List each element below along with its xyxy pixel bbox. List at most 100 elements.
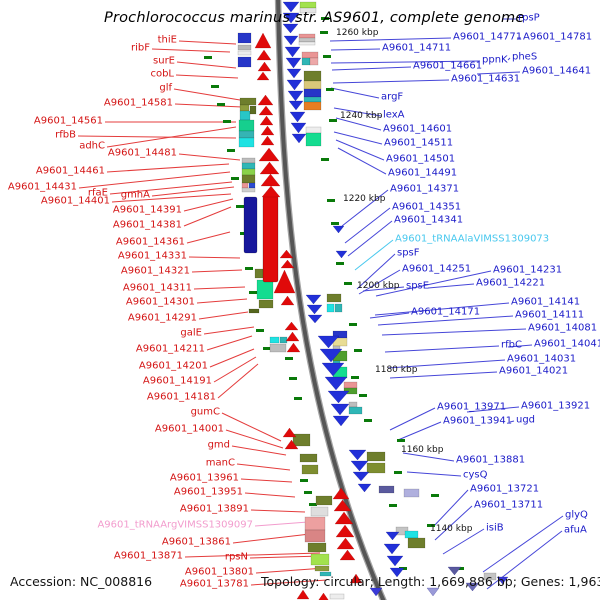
gene-arrow-up[interactable]	[284, 439, 299, 450]
gene-block[interactable]	[304, 529, 326, 543]
gene-label[interactable]: A9601_14221	[476, 277, 546, 289]
gene-label[interactable]: rfbB	[55, 129, 76, 141]
gene-arrow-down[interactable]	[282, 23, 299, 34]
gene-label[interactable]: A9601_14401	[40, 195, 110, 207]
gene-label[interactable]: A9601_14371	[390, 183, 460, 195]
gene-block[interactable]	[298, 41, 316, 46]
gene-label[interactable]: A9601_13861	[161, 536, 231, 548]
gene-block[interactable]	[299, 453, 318, 463]
gene-arrow-down[interactable]	[324, 376, 348, 391]
gene-label[interactable]: A9601_13951	[173, 486, 243, 498]
gene-label[interactable]: adhC	[79, 140, 105, 152]
gene-label[interactable]: A9601_14081	[528, 322, 598, 334]
gene-block[interactable]	[315, 495, 333, 506]
gene-label[interactable]: A9601_14311	[122, 282, 192, 294]
gene-block[interactable]	[334, 303, 343, 313]
gene-label[interactable]: A9601_14331	[117, 250, 187, 262]
gene-arrow-down[interactable]	[286, 68, 302, 79]
gene-label[interactable]: afuA	[564, 524, 587, 536]
gene-block[interactable]	[249, 105, 257, 115]
gene-arrow-up[interactable]	[259, 161, 280, 175]
gene-label[interactable]: A9601_13881	[456, 454, 526, 466]
gene-block[interactable]	[319, 571, 332, 577]
gene-label[interactable]: A9601_14341	[394, 214, 464, 226]
gene-arrow-down[interactable]	[317, 335, 340, 349]
gene-arrow-down[interactable]	[306, 304, 323, 315]
gene-arrow-down[interactable]	[282, 1, 300, 13]
gene-label[interactable]: A9601_14391	[112, 204, 182, 216]
gene-arrow-up[interactable]	[256, 49, 272, 61]
gene-label[interactable]: A9601_13961	[169, 472, 239, 484]
gene-block[interactable]	[326, 303, 335, 313]
gene-label[interactable]: A9601_14021	[499, 365, 569, 377]
gene-arrow-up[interactable]	[259, 115, 274, 126]
gene-label[interactable]: A9601_14181	[146, 391, 216, 403]
gene-block[interactable]	[309, 57, 319, 66]
gene-label[interactable]: A9601_13721	[470, 483, 540, 495]
gene-arrow-up[interactable]	[282, 427, 297, 438]
gene-arrow-up[interactable]	[339, 549, 356, 561]
gene-block[interactable]	[403, 488, 420, 498]
gene-label[interactable]: A9601_14481	[107, 147, 177, 159]
gene-label[interactable]: gmd	[207, 439, 230, 451]
gene-label[interactable]: A9601_14581	[103, 97, 173, 109]
gene-arrow-down[interactable]	[385, 531, 400, 541]
gene-label[interactable]: spsF	[397, 247, 420, 259]
gene-label[interactable]: A9601_13871	[113, 550, 183, 562]
gene-arrow-up[interactable]	[332, 487, 350, 500]
gene-block[interactable]	[366, 462, 386, 474]
gene-arrow-down[interactable]	[330, 403, 350, 416]
gene-arrow-down[interactable]	[335, 250, 348, 259]
gene-label[interactable]: A9601_13971	[437, 401, 507, 413]
gene-arrow-down[interactable]	[283, 35, 299, 46]
gene-label[interactable]: A9601_14711	[382, 42, 452, 54]
gene-block[interactable]	[258, 299, 274, 309]
gene-arrow-down[interactable]	[465, 582, 480, 592]
gene-arrow-down[interactable]	[321, 362, 345, 377]
gene-label[interactable]: A9601_14561	[33, 115, 103, 127]
gene-label[interactable]: A9601_14191	[142, 375, 212, 387]
gene-arrow-down[interactable]	[319, 348, 343, 363]
gene-arrow-up[interactable]	[258, 147, 280, 162]
gene-arrow-up[interactable]	[335, 524, 355, 538]
gene-label[interactable]: A9601_14601	[383, 123, 453, 135]
gene-arrow-up[interactable]	[318, 592, 329, 600]
gene-label[interactable]: spsE	[406, 280, 430, 292]
gene-arrow-up[interactable]	[256, 71, 270, 81]
gene-label[interactable]: A9601_tRNAArgVIMSS1309097	[97, 519, 253, 531]
gene-arrow-down[interactable]	[386, 555, 404, 567]
gene-label[interactable]: lexA	[383, 109, 405, 121]
gene-label[interactable]: A9601_14501	[386, 153, 456, 165]
gene-block[interactable]	[237, 56, 252, 68]
gene-arrow-down[interactable]	[287, 90, 304, 102]
gene-arrow-down[interactable]	[369, 587, 383, 597]
gene-label[interactable]: A9601_14781	[523, 31, 593, 43]
gene-label[interactable]: gmhA	[120, 189, 150, 201]
gene-label[interactable]: A9601_14661	[413, 60, 483, 72]
gene-arrow-down[interactable]	[284, 46, 301, 58]
gene-label[interactable]: isiB	[486, 522, 504, 534]
gene-label[interactable]: A9601_14031	[507, 353, 577, 365]
gene-label[interactable]: A9601_14431	[7, 181, 77, 193]
gene-label[interactable]: rfaE	[87, 187, 108, 199]
gene-block[interactable]	[307, 542, 327, 553]
gene-arrow-up[interactable]	[336, 537, 355, 550]
gene-label[interactable]: A9601_14321	[120, 265, 190, 277]
gene-label[interactable]: pheS	[512, 51, 538, 63]
gene-arrow-up[interactable]	[285, 331, 300, 342]
gene-arrow-down[interactable]	[496, 576, 509, 585]
gene-label[interactable]: A9601_13711	[474, 499, 544, 511]
gene-block[interactable]	[301, 464, 319, 475]
gene-block[interactable]	[237, 44, 252, 51]
gene-arrow-down[interactable]	[282, 12, 300, 24]
gene-arrow-down[interactable]	[305, 294, 322, 305]
gene-arrow-down[interactable]	[288, 100, 304, 111]
gene-arrow-down[interactable]	[332, 225, 345, 234]
gene-arrow-down[interactable]	[327, 390, 350, 404]
gene-block[interactable]	[269, 336, 280, 344]
gene-arrow-down[interactable]	[332, 415, 350, 427]
gene-block[interactable]	[407, 537, 426, 549]
gene-block[interactable]	[310, 553, 330, 566]
gene-label[interactable]: A9601_14461	[35, 165, 105, 177]
gene-arrow-down[interactable]	[426, 587, 440, 597]
